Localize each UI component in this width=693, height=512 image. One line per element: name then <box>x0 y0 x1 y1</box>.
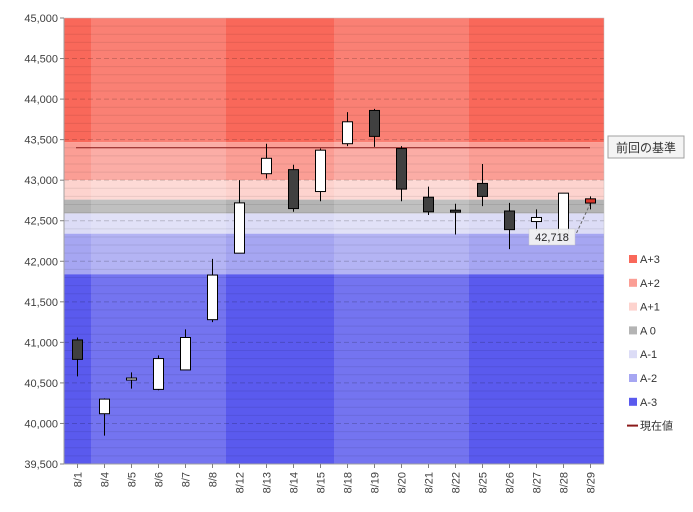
y-tick-label: 43,500 <box>24 135 58 147</box>
x-tick-label: 8/29 <box>586 472 598 493</box>
x-tick-label: 8/7 <box>181 472 193 487</box>
candle-body <box>180 336 191 371</box>
x-tick-label: 8/18 <box>343 472 355 493</box>
reference-label: 前回の基準 <box>616 140 676 155</box>
legend-swatch <box>629 350 637 359</box>
candle-layer <box>72 108 596 436</box>
candle-body <box>369 109 380 137</box>
band-a+2 <box>64 142 604 181</box>
candle-body <box>396 148 407 190</box>
legend-swatch <box>629 302 637 311</box>
x-tick-label: 8/21 <box>424 472 436 493</box>
x-tick-label: 8/27 <box>532 472 544 493</box>
candle-body <box>99 398 110 415</box>
x-tick-label: 8/25 <box>478 472 490 493</box>
week-shade <box>91 18 226 464</box>
x-tick-label: 8/13 <box>262 472 274 493</box>
legend-label: A+3 <box>640 254 660 266</box>
y-tick-label: 40,500 <box>24 378 58 390</box>
x-tick-label: 8/28 <box>559 472 571 493</box>
legend-label: A+1 <box>640 302 660 314</box>
plot-border <box>63 17 605 465</box>
legend-label: A+2 <box>640 278 660 290</box>
x-tick-label: 8/1 <box>73 472 85 487</box>
band-a-1 <box>64 213 604 234</box>
candle-body <box>585 198 596 204</box>
candle-body <box>261 157 272 175</box>
y-tick-label: 41,500 <box>24 297 58 309</box>
candle-body <box>288 169 299 210</box>
axis-layer: 39,500 40,000 40,500 41,000 41,500 42,000 42,5… <box>24 13 605 493</box>
y-tick-label: 41,000 <box>24 337 58 349</box>
band-a0 <box>64 199 604 214</box>
candle-body <box>477 182 488 197</box>
legend: A+3 A+2 A+1 A 0 A-1 A-2 A-3 現在値 <box>627 254 673 433</box>
x-tick-label: 8/22 <box>451 472 463 493</box>
y-tick-label: 39,500 <box>24 459 58 471</box>
x-tick-label: 8/15 <box>316 472 328 493</box>
y-tick-label: 45,000 <box>24 13 58 25</box>
y-tick-label: 44,500 <box>24 54 58 66</box>
x-tick-label: 8/19 <box>370 472 382 493</box>
reference-label-box <box>607 135 685 159</box>
legend-swatch <box>629 374 637 382</box>
candle-body <box>342 121 353 145</box>
x-tick-label: 8/6 <box>154 472 166 487</box>
current-value-label-box <box>528 228 576 246</box>
y-tick-label: 42,500 <box>24 216 58 228</box>
legend-label: A 0 <box>640 325 656 337</box>
y-tick-label: 40,000 <box>24 418 58 430</box>
x-tick-label: 8/4 <box>100 472 112 487</box>
candle-body <box>504 210 515 231</box>
y-tick-label: 43,000 <box>24 175 58 187</box>
current-value-connector <box>575 202 591 234</box>
candle-body <box>315 149 326 193</box>
x-tick-label: 8/20 <box>397 472 409 493</box>
candle-body <box>450 209 461 213</box>
candle-body <box>558 192 569 235</box>
legend-label: A-1 <box>640 349 657 361</box>
band-a-2 <box>64 233 604 275</box>
candle-body <box>234 202 245 254</box>
legend-swatch <box>629 397 637 406</box>
x-tick-label: 8/5 <box>127 472 139 487</box>
current-value-label: 42,718 <box>535 232 569 244</box>
x-tick-label: 8/14 <box>289 472 301 493</box>
week-shade <box>334 18 469 464</box>
x-tick-label: 8/26 <box>505 472 517 493</box>
y-tick-label: 42,000 <box>24 256 58 268</box>
candle-body <box>423 196 434 213</box>
legend-label: A-2 <box>640 373 657 385</box>
reference-layer <box>76 147 591 234</box>
candle-body <box>126 377 137 381</box>
annotation-layer: 前回の基準 42,718 <box>528 135 685 246</box>
candle-body <box>153 358 164 390</box>
band-layer <box>64 18 604 464</box>
x-tick-label: 8/12 <box>235 472 247 493</box>
x-tick-label: 8/8 <box>208 472 220 487</box>
legend-swatch <box>629 326 637 335</box>
legend-label: A-3 <box>640 397 657 409</box>
band-a+3 <box>64 18 604 143</box>
grid-layer <box>64 25 604 457</box>
candle-body <box>531 216 542 223</box>
band-a+1 <box>64 180 604 200</box>
legend-swatch <box>629 255 637 263</box>
legend-swatch <box>629 278 637 287</box>
candle-body <box>207 274 218 321</box>
candle-body <box>72 339 83 360</box>
y-tick-label: 44,000 <box>24 94 58 106</box>
legend-label: 現在値 <box>640 420 673 433</box>
